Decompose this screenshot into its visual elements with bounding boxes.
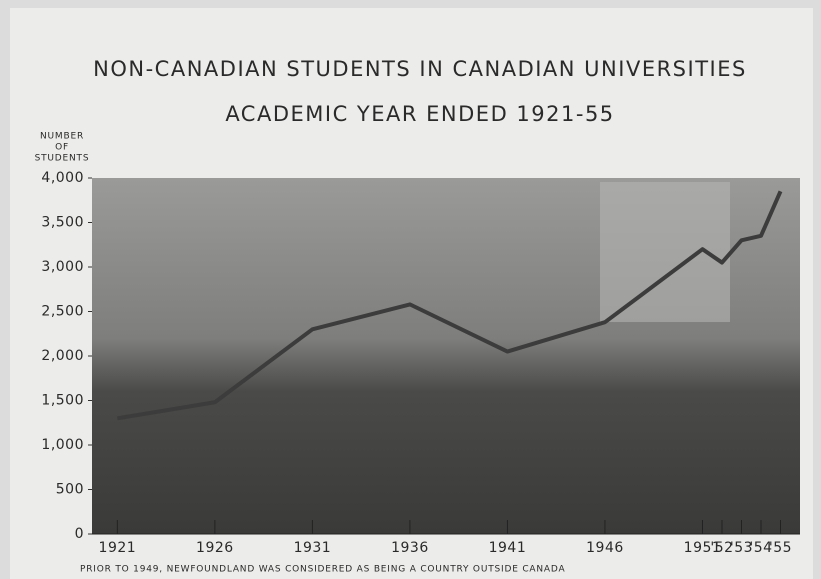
y-axis-label: NUMBER [40, 132, 84, 142]
y-tick-label: 1,000 [41, 437, 84, 453]
y-tick-label: 2,500 [41, 304, 84, 320]
y-tick-label: 3,000 [41, 259, 84, 275]
x-tick-label: 1926 [196, 540, 234, 556]
y-axis-label: OF [55, 143, 69, 153]
y-tick-label: 0 [75, 526, 84, 542]
x-tick-label: 1936 [391, 540, 429, 556]
photo-window [600, 182, 730, 322]
x-tick-label: 1946 [586, 540, 624, 556]
x-tick-label: 1931 [294, 540, 332, 556]
footnote: PRIOR TO 1949, NEWFOUNDLAND WAS CONSIDER… [80, 565, 565, 575]
x-tick-label: '55 [769, 540, 792, 556]
x-tick-label: 1941 [489, 540, 527, 556]
y-axis-label: STUDENTS [35, 154, 90, 164]
chart: NON-CANADIAN STUDENTS IN CANADIAN UNIVER… [0, 0, 821, 579]
y-tick-label: 2,000 [41, 348, 84, 364]
y-tick-label: 1,500 [41, 393, 84, 409]
y-tick-label: 4,000 [41, 170, 84, 186]
y-tick-label: 500 [56, 482, 84, 498]
page: {"chart_data": { "type": "line", "title"… [0, 0, 821, 579]
x-tick-label: 1921 [99, 540, 137, 556]
chart-title: NON-CANADIAN STUDENTS IN CANADIAN UNIVER… [93, 57, 747, 81]
chart-subtitle: ACADEMIC YEAR ENDED 1921-55 [225, 102, 614, 126]
y-tick-label: 3,500 [41, 215, 84, 231]
